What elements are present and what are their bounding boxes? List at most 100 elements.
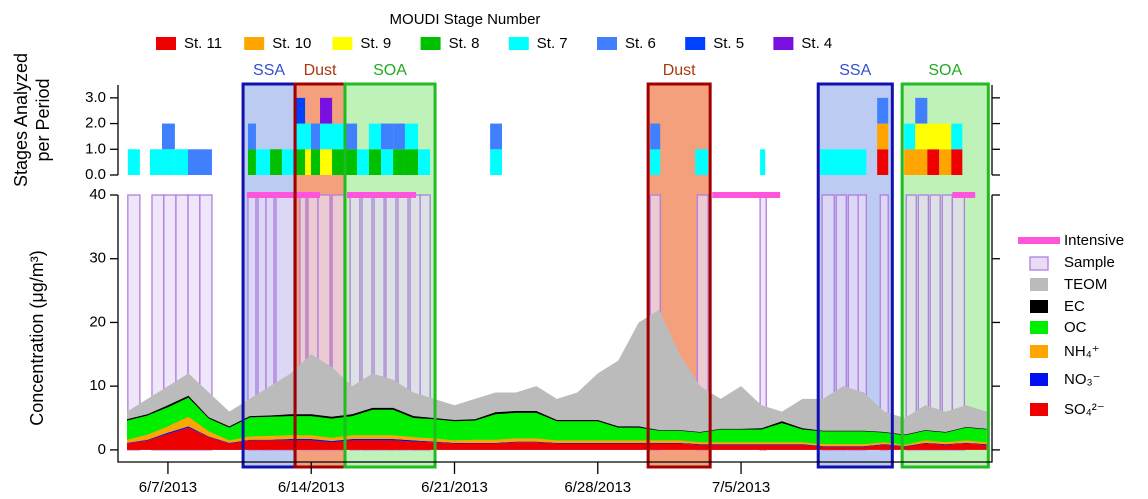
period-label: SSA — [253, 62, 285, 79]
intensive-bar — [246, 192, 321, 198]
y-tick-label: 10 — [89, 377, 106, 394]
stage-cell — [404, 123, 419, 150]
intensive-bar — [952, 192, 976, 198]
stage-cell — [305, 149, 312, 175]
stage-cell — [877, 97, 889, 124]
stage-cell — [927, 123, 940, 150]
stage-cell — [877, 149, 889, 175]
stage-cell — [311, 123, 321, 150]
legend-swatch — [1030, 300, 1048, 313]
stage-cell — [404, 149, 419, 175]
y-tick-label: 40 — [89, 186, 106, 203]
legend-label: St. 11 — [184, 35, 222, 52]
stage-cell — [357, 149, 369, 175]
stage-cell — [393, 149, 405, 175]
stage-cell — [149, 149, 163, 175]
legend-title: MOUDI Stage Number — [390, 11, 541, 28]
legend-swatch — [597, 37, 617, 50]
legend-label: EC — [1064, 298, 1085, 315]
period-box — [900, 82, 990, 469]
stage-cell — [904, 149, 916, 175]
legend-swatch — [685, 37, 706, 50]
period-box — [343, 82, 437, 469]
stage-cell — [270, 149, 282, 175]
stage-cell — [904, 123, 916, 150]
legend-label: St. 4 — [801, 35, 832, 52]
stage-cell — [939, 123, 952, 150]
legend-swatch — [156, 37, 176, 50]
legend-swatch — [1030, 278, 1048, 291]
x-tick-label: 6/14/2013 — [278, 479, 345, 496]
x-tick-label: 6/21/2013 — [421, 479, 488, 496]
stage-cell — [939, 149, 952, 175]
stage-cell — [760, 149, 766, 175]
stage-cell — [332, 149, 345, 175]
axis-line — [117, 85, 993, 463]
stage-cell — [332, 123, 345, 150]
teom-area — [127, 309, 987, 450]
legend-swatch — [1030, 321, 1048, 334]
period-label: Dust — [663, 62, 696, 79]
stage-cell — [296, 97, 306, 124]
stage-cell — [344, 123, 358, 150]
stage-cell — [174, 149, 189, 175]
sample-bar — [905, 194, 917, 451]
legend-label: St. 7 — [537, 35, 568, 52]
component-area — [127, 395, 987, 436]
component-area — [127, 397, 987, 445]
stage-cell — [951, 123, 963, 150]
stage-cell — [695, 149, 709, 175]
y-tick-label: 1.0 — [85, 140, 106, 157]
period-box — [646, 82, 712, 469]
stage-cell — [127, 149, 140, 175]
stage-cell — [296, 149, 306, 175]
stage-cell — [490, 149, 502, 175]
legend-swatch — [1030, 345, 1048, 358]
component-area — [127, 427, 987, 450]
stage-cell — [951, 149, 963, 175]
period-label: Dust — [304, 62, 337, 79]
stage-cell — [418, 149, 431, 175]
stage-cell — [650, 149, 661, 175]
stage-cell — [311, 149, 321, 175]
stage-cell — [162, 123, 175, 150]
legend-swatch — [773, 37, 794, 50]
legend-label: OC — [1064, 319, 1087, 336]
legend-label: St. 5 — [713, 35, 744, 52]
stage-cell — [255, 149, 271, 175]
stage-cell — [915, 149, 928, 175]
legend-swatch — [1030, 373, 1048, 386]
legend-label: St. 8 — [449, 35, 480, 52]
stage-cell — [381, 149, 394, 175]
y-tick-label: 0.0 — [85, 166, 106, 183]
intensive-bar — [712, 192, 781, 198]
legend-label: St. 9 — [360, 35, 391, 52]
legend-swatch — [244, 37, 265, 50]
legend-label: Intensive — [1064, 232, 1124, 249]
stage-cell — [915, 123, 928, 150]
period-label: SOA — [373, 62, 407, 79]
stage-cell — [296, 123, 306, 150]
legend-swatch — [1030, 403, 1048, 416]
stage-cell — [281, 149, 297, 175]
period-label: SOA — [928, 62, 962, 79]
bottom-y-label: Concentration (μg/m³) — [27, 250, 47, 425]
y-tick-label: 0 — [98, 441, 106, 458]
stage-cell — [320, 97, 333, 124]
legend-label: St. 6 — [625, 35, 656, 52]
y-tick-label: 3.0 — [85, 89, 106, 106]
stage-cell — [344, 149, 358, 175]
stage-cell — [915, 97, 928, 124]
stage-cell — [188, 149, 212, 175]
y-tick-label: 20 — [89, 313, 106, 330]
intensive-bar — [347, 192, 417, 198]
stage-cell — [650, 123, 661, 150]
legend-label: St. 10 — [272, 35, 311, 52]
stage-cell — [305, 123, 312, 150]
stage-cell — [368, 123, 382, 150]
stage-cell — [247, 123, 256, 150]
legend-swatch — [332, 37, 353, 50]
stage-cell — [320, 149, 333, 175]
stage-cell — [490, 123, 502, 150]
